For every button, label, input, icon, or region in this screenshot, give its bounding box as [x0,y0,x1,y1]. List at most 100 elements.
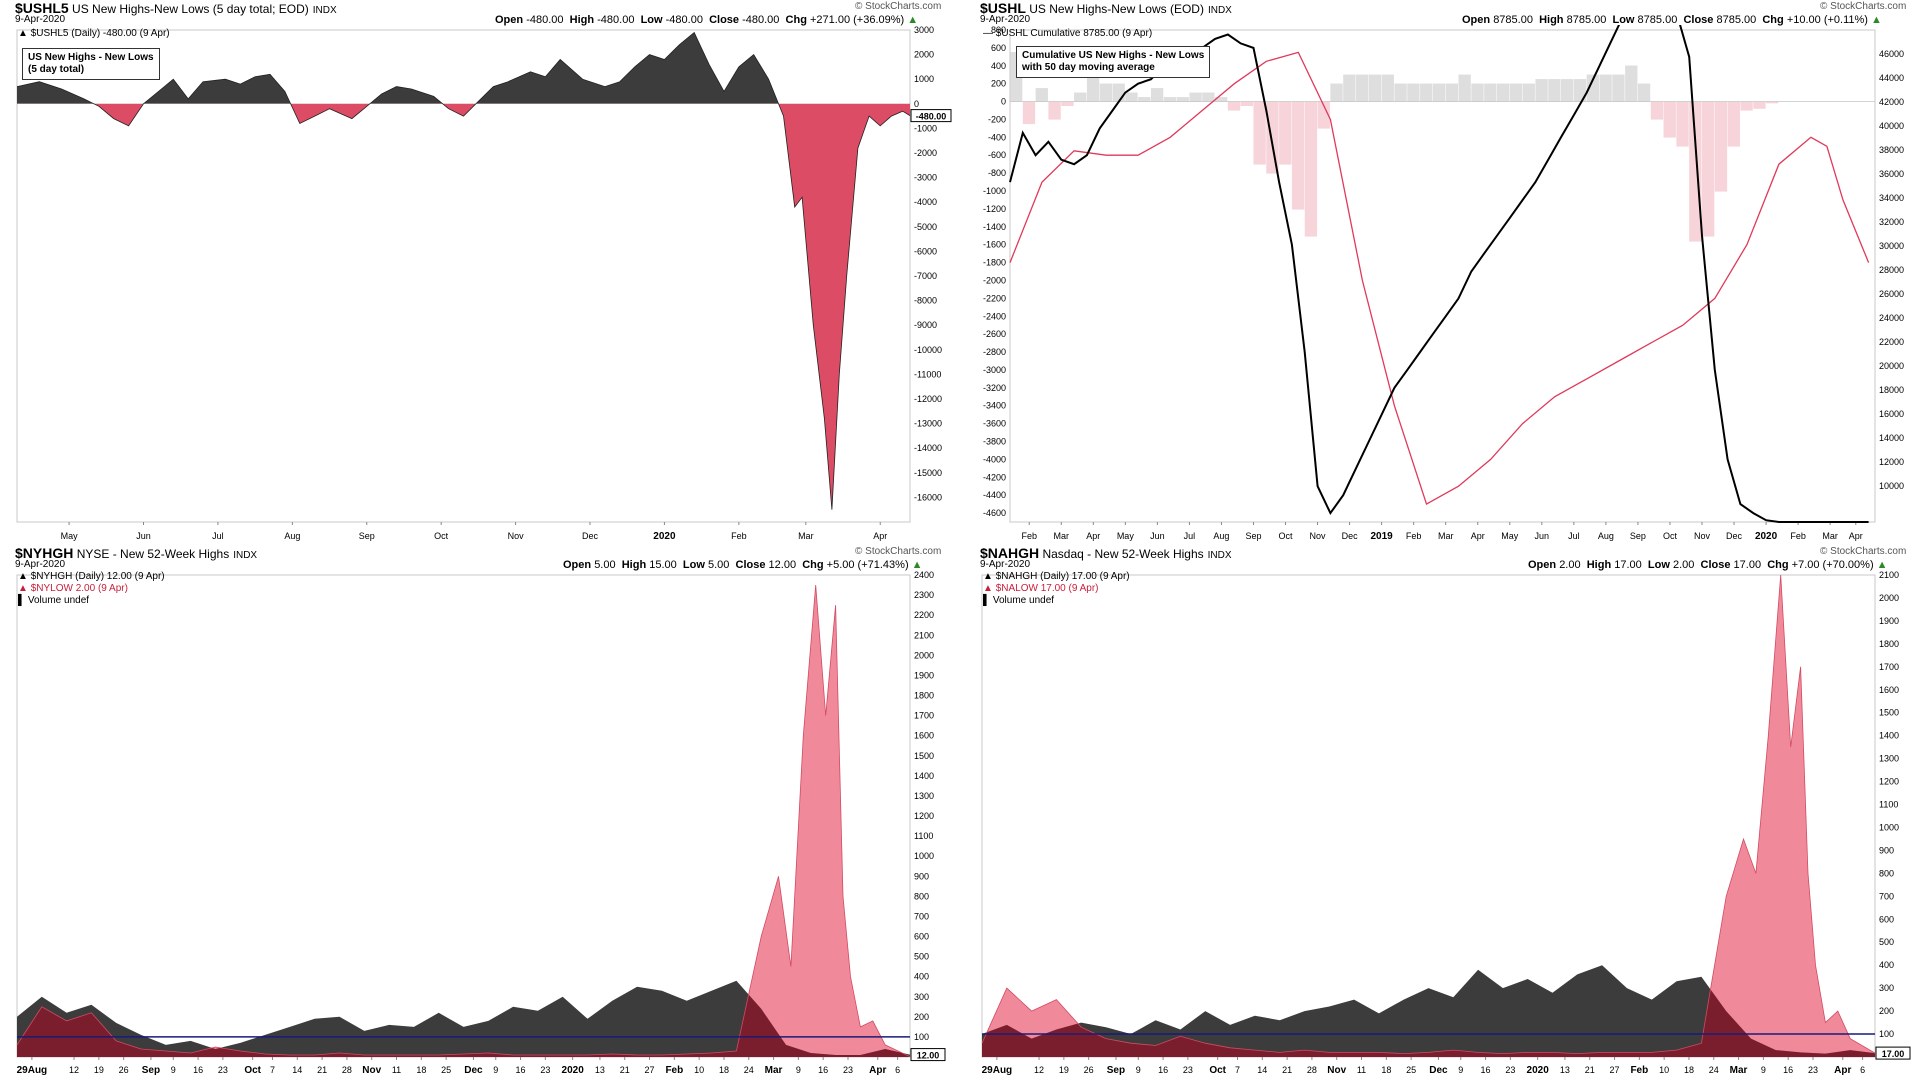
x-tick-label: Jun [136,531,151,541]
background-bar [1215,97,1228,102]
y-tick-label: 1000 [1879,822,1899,832]
x-tick-label: Mar [765,1065,783,1076]
x-tick-label: May [1117,531,1135,541]
x-tick-label: 9 [171,1065,176,1075]
y-tick-label: 2100 [1879,570,1899,580]
x-tick-label: 10 [1659,1065,1669,1075]
background-bar [1240,101,1253,107]
x-tick-label: Feb [1021,531,1037,541]
x-tick-label: 9 [1458,1065,1463,1075]
y-tick-label: 2400 [914,570,934,580]
background-bar [1676,101,1689,147]
ohlc-readout: Open 2.00 High 17.00 Low 2.00 Close 17.0… [1528,559,1888,571]
new-highs-area [17,980,910,1057]
y-tick-label: 2000 [914,50,934,60]
y-tick-label: -3800 [983,436,1006,446]
y-tick-label: 1400 [1879,731,1899,741]
y-tick-label: -10000 [914,345,942,355]
ohlc-readout: Open -480.00 High -480.00 Low -480.00 Cl… [495,14,919,26]
panel-title: $USHL US New Highs-New Lows (EOD) INDX [980,0,1232,16]
background-bar [1548,79,1561,102]
x-tick-label: 14 [292,1065,302,1075]
background-bar [1625,65,1638,102]
x-tick-label: Dec [582,531,599,541]
y-tick-label: 2200 [914,610,934,620]
y-tick-label: 800 [914,891,929,901]
y-tick-label: 1700 [1879,662,1899,672]
x-tick-label: 23 [843,1065,853,1075]
y-tick-label: 1100 [914,831,933,841]
y-tick-label: 1000 [914,74,934,84]
background-bar [1253,101,1266,165]
y-tick-label: -5000 [914,222,937,232]
x-tick-label: Dec [1342,531,1359,541]
y2-tick-label: 30000 [1879,241,1904,251]
y-tick-label: -12000 [914,394,942,404]
x-tick-label: 11 [392,1065,401,1075]
y-tick-label: -4400 [983,490,1006,500]
y-tick-label: 1800 [914,691,934,701]
panel-title: $USHL5 US New Highs-New Lows (5 day tota… [15,0,337,16]
y-tick-label: -11000 [914,369,941,379]
y-tick-label: 1200 [1879,777,1899,787]
background-bar [1048,101,1061,120]
y-tick-label: 3000 [914,25,934,35]
y2-tick-label: 32000 [1879,217,1904,227]
chart-ushl: Feb Mar Apr May Jun Jul Aug Sep Oct Nov Dec 2019 Feb… [983,25,1904,542]
x-tick-label: May [1501,531,1519,541]
note-box: US New Highs - New Lows (5 day total) [22,48,160,80]
x-tick-label: Mar [1054,531,1070,541]
y-tick-label: 200 [914,1012,929,1022]
x-tick-label: 9 [1761,1065,1766,1075]
x-tick-label: 16 [1481,1065,1491,1075]
y-tick-label: -600 [988,150,1006,160]
x-tick-label: 29Aug [17,1065,48,1076]
background-bar [1150,88,1164,102]
y-tick-label: 400 [914,972,929,982]
x-tick-label: Mar [1822,531,1838,541]
y-tick-label: 100 [914,1032,929,1042]
ohlc-readout: Open 5.00 High 15.00 Low 5.00 Close 12.0… [563,559,923,571]
y2-tick-label: 36000 [1879,169,1904,179]
x-tick-label: 16 [818,1065,828,1075]
x-tick-label: May [61,531,79,541]
x-tick-label: 2020 [562,1065,585,1076]
y-tick-label: 800 [1879,868,1894,878]
y-tick-label: 1300 [914,791,934,801]
background-bar [1317,101,1330,129]
x-tick-label: Jul [1184,531,1196,541]
last-value-tag [910,1048,946,1062]
y-tick-label: -3000 [983,365,1006,375]
x-tick-label: Sep [142,1065,160,1076]
y-tick-label: 0 [914,99,919,109]
ohlc-readout: Open 8785.00 High 8785.00 Low 8785.00 Cl… [1462,14,1882,26]
x-tick-label: Nov [1694,531,1711,541]
x-tick-label: 23 [1808,1065,1818,1075]
x-tick-label: Oct [1209,1065,1226,1076]
y-tick-label: -1000 [914,123,937,133]
y-tick-label: -1400 [983,222,1006,232]
x-tick-label: 18 [1381,1065,1391,1075]
y-tick-label: 1600 [914,731,934,741]
x-tick-label: 6 [1860,1065,1865,1075]
background-bar [1163,97,1177,102]
x-tick-label: 9 [1136,1065,1141,1075]
y-tick-label: 1800 [1879,639,1899,649]
x-tick-label: Dec [464,1065,483,1076]
y-tick-label: -3000 [914,173,937,183]
y2-tick-label: 10000 [1879,481,1904,491]
x-tick-label: 19 [1059,1065,1069,1075]
y-tick-label: -1200 [983,204,1006,214]
background-bar [1112,83,1125,102]
x-tick-label: 2019 [1371,531,1394,542]
background-bar [1189,92,1202,102]
y-tick-label: -7000 [914,271,937,281]
background-bar [1279,101,1292,165]
background-bar [1420,83,1433,102]
new-lows-area [982,575,1875,1057]
last-value-tag [910,109,952,123]
panel-title: $NYHGH NYSE - New 52-Week Highs INDX [15,545,258,561]
x-tick-label: Mar [1438,531,1454,541]
y2-tick-label: 38000 [1879,145,1904,155]
y-tick-label: -8000 [914,296,937,306]
